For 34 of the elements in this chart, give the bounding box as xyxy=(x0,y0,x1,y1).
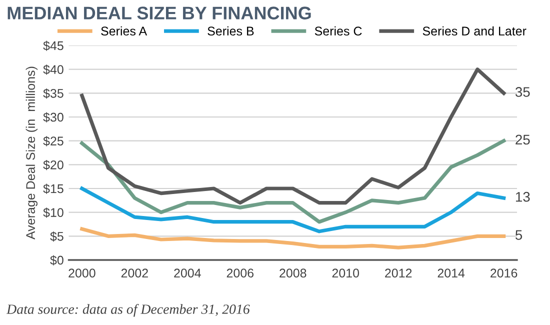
data-label: 25 xyxy=(516,134,530,145)
y-tick-label: $20 xyxy=(43,160,64,170)
y-tick-label: $45 xyxy=(43,40,64,51)
line-series xyxy=(80,227,506,250)
y-tick-label: $25 xyxy=(43,136,64,146)
x-tick-label: 2012 xyxy=(385,268,412,278)
y-axis-title: Average Deal Size (in millions) xyxy=(26,66,38,240)
x-tick-label: 2008 xyxy=(280,268,306,278)
data-label: 5 xyxy=(515,230,522,240)
source-note: Data source: data as of December 31, 2016 xyxy=(6,304,250,317)
y-tick-label: $0 xyxy=(50,255,64,266)
x-tick-label: 2016 xyxy=(490,268,518,278)
line-series xyxy=(80,139,506,224)
legend-label: Series C xyxy=(314,26,362,36)
legend-label: Series B xyxy=(208,26,254,36)
x-tick-label: 2000 xyxy=(68,268,96,278)
data-label: 13 xyxy=(516,192,530,202)
line-series xyxy=(80,186,506,234)
chart-title: MEDIAN DEAL SIZE BY FINANCING xyxy=(8,6,311,20)
x-tick-label: 2002 xyxy=(121,268,148,278)
y-tick-label: $35 xyxy=(43,88,64,99)
y-tick-label: $10 xyxy=(43,208,64,218)
x-tick-label: 2010 xyxy=(332,268,360,278)
x-tick-label: 2004 xyxy=(174,268,201,278)
data-label: 35 xyxy=(515,87,530,97)
y-tick-label: $30 xyxy=(43,112,64,122)
x-tick-label: 2006 xyxy=(226,268,254,278)
legend-label: Series A xyxy=(101,26,148,36)
line-series xyxy=(80,68,506,205)
legend-label: Series D and Later xyxy=(422,26,526,36)
y-tick-label: $5 xyxy=(50,231,64,242)
y-tick-label: $40 xyxy=(43,64,64,75)
x-tick-label: 2014 xyxy=(438,268,465,278)
y-tick-label: $15 xyxy=(43,184,64,194)
